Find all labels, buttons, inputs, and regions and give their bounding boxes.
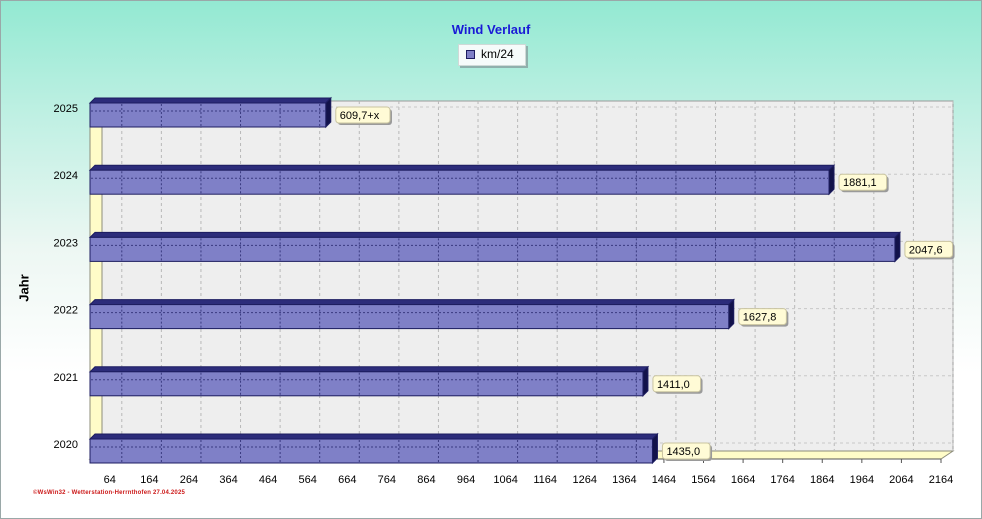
bar-side-face [894,231,901,263]
y-tick-label: 2022 [54,305,78,317]
x-tick-label: 664 [338,474,356,486]
x-tick-label: 864 [417,474,435,486]
data-label: 609,7+x [340,110,380,122]
y-tick-label: 2024 [54,170,78,182]
legend: km/24 [458,44,526,66]
bar [89,304,730,330]
x-tick-label: 1964 [850,474,874,486]
x-tick-label: 1364 [612,474,636,486]
footer-credit: ©WsWin32 - Wetterstation-Herrnthofen 27.… [33,490,186,496]
bar-top-face [88,433,659,440]
bar [89,169,830,195]
data-label-box [738,308,787,326]
bar [89,371,644,397]
data-label-box [335,106,391,124]
data-label: 1627,8 [743,312,777,324]
x-tick-label: 2164 [929,474,953,486]
x-tick-label: 1164 [533,474,557,486]
data-label: 1881,1 [843,177,877,189]
bar [89,102,327,128]
y-tick-label: 2025 [54,103,78,115]
bar-side-face [728,298,735,330]
bar-top-face [88,231,902,238]
x-tick-label: 64 [104,474,116,486]
x-tick-label: 964 [457,474,475,486]
bar [89,438,653,464]
y-tick-label: 2020 [54,439,78,451]
x-tick-label: 764 [378,474,396,486]
bar-top-face [88,164,836,171]
legend-swatch-icon [466,50,475,59]
y-tick-label: 2021 [54,372,78,384]
x-tick-label: 364 [219,474,237,486]
bar [89,236,896,262]
x-tick-label: 1764 [770,474,794,486]
data-label-box [904,240,954,258]
bar-side-face [651,432,658,465]
x-tick-label: 1664 [731,474,755,486]
data-label: 1411,0 [657,379,690,391]
data-label: 1435,0 [666,446,700,458]
bar-top-face [88,299,735,306]
data-label-box [652,375,702,393]
plot-back-wall [101,100,954,452]
x-tick-label: 1564 [691,474,715,486]
bar-side-face [642,365,649,398]
x-tick-label: 464 [259,474,277,486]
bar-top-face [88,366,650,373]
bar-top-face [88,97,332,104]
x-tick-label: 164 [140,474,158,486]
data-label-box [838,173,888,191]
plot-left-wall [89,100,103,460]
chart-title: Wind Verlauf [451,22,531,37]
bar-side-face [828,163,835,196]
data-label-box [661,442,711,460]
x-tick-label: 2064 [889,474,913,486]
x-tick-label: 264 [180,474,198,486]
y-tick-label: 2023 [54,237,78,249]
x-tick-label: 1464 [652,474,676,486]
bar-side-face [325,96,332,129]
data-label: 2047,6 [909,244,943,256]
legend-label: km/24 [481,47,514,61]
x-tick-label: 564 [299,474,317,486]
x-tick-label: 1864 [810,474,834,486]
x-tick-label: 1264 [573,474,597,486]
x-tick-label: 1064 [493,474,517,486]
